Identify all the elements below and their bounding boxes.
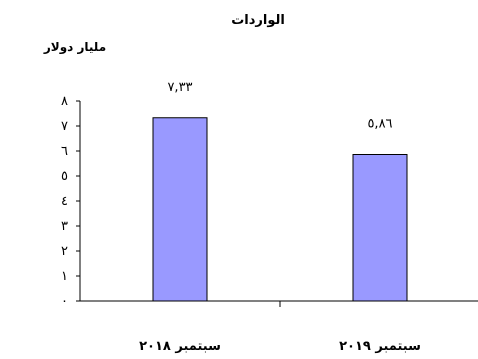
y-tick-label: ٧ [61, 119, 68, 134]
y-tick-label: ٦ [61, 144, 68, 159]
bar [352, 154, 408, 302]
chart-title: الواردات [231, 13, 285, 28]
y-tick-label: ٢ [61, 244, 68, 259]
data-label: ٥,٨٦ [367, 117, 392, 132]
category-label: سبتمبر ٢٠١٨ [139, 339, 221, 354]
category-label: سبتمبر ٢٠١٩ [339, 339, 421, 354]
y-tick-label: ٨ [61, 94, 68, 109]
y-tick-label: ٤ [61, 194, 68, 209]
y-tick-label: ٥ [61, 169, 68, 184]
axes: ٠ ١ ٢ ٣ ٤ ٥ ٦ ٧ ٨ [61, 94, 478, 309]
bars [152, 117, 408, 302]
bar [152, 117, 208, 302]
y-tick-label: ٠ [61, 294, 68, 309]
y-tick-label: ١ [61, 269, 68, 284]
data-label: ٧,٣٣ [167, 80, 192, 95]
y-tick-label: ٣ [61, 219, 68, 234]
labels: ٧,٣٣ سبتمبر ٢٠١٨ ٥,٨٦ سبتمبر ٢٠١٩ [139, 80, 421, 354]
y-axis-label: مليار دولار [43, 40, 106, 55]
